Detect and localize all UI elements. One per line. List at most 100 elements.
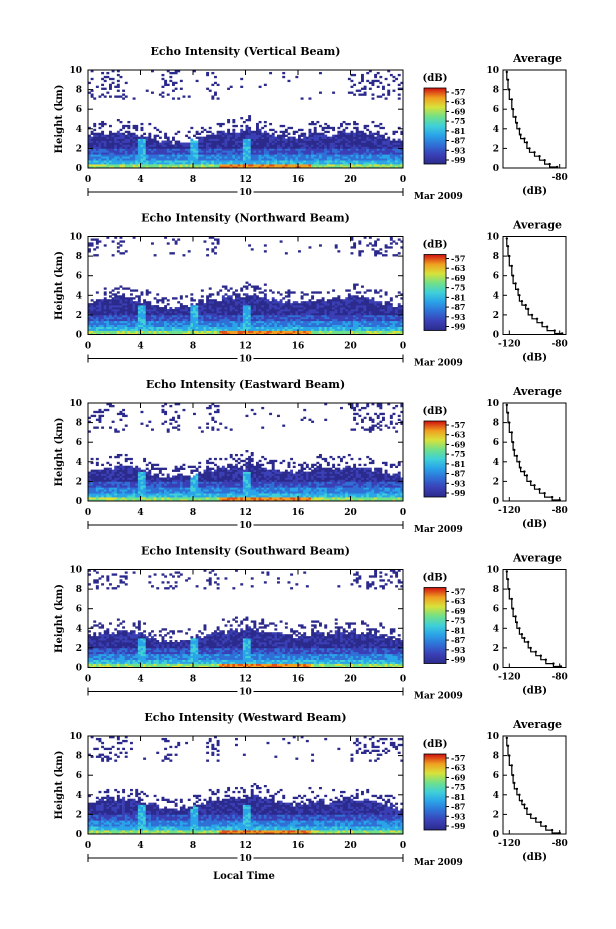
heatmap-cell bbox=[248, 136, 252, 139]
heatmap-cell bbox=[242, 132, 246, 136]
heatmap-cell bbox=[166, 70, 170, 73]
heatmap-cell bbox=[337, 326, 341, 329]
heatmap-cell bbox=[321, 134, 325, 137]
heatmap-cell bbox=[350, 309, 354, 312]
heatmap-cell bbox=[313, 314, 317, 318]
heatmap-cell bbox=[319, 146, 322, 149]
heatmap-cell bbox=[224, 132, 228, 136]
heatmap-cell bbox=[90, 310, 94, 314]
heatmap-cell bbox=[216, 130, 220, 134]
heatmap-cell bbox=[258, 316, 262, 320]
heatmap-cell bbox=[174, 142, 178, 145]
heatmap-cell bbox=[211, 148, 215, 151]
heatmap-cell bbox=[140, 156, 144, 159]
heatmap-cell bbox=[98, 309, 102, 312]
heatmap-cell bbox=[340, 328, 343, 331]
heatmap-cell bbox=[114, 162, 118, 165]
heatmap-cell bbox=[382, 328, 385, 331]
heatmap-cell bbox=[235, 142, 238, 145]
heatmap-cell bbox=[216, 132, 220, 136]
heatmap-cell bbox=[258, 132, 262, 136]
heatmap-cell bbox=[311, 122, 315, 126]
heatmap-cell bbox=[353, 160, 357, 163]
heatmap-cell bbox=[237, 166, 241, 169]
heatmap-cell bbox=[195, 146, 199, 149]
heatmap-cell bbox=[263, 244, 267, 247]
heatmap-cell bbox=[95, 318, 99, 322]
heatmap-cell bbox=[153, 326, 157, 329]
heatmap-cell bbox=[224, 146, 228, 149]
heatmap-cell bbox=[156, 148, 160, 151]
heatmap-cell bbox=[208, 148, 212, 151]
heatmap-cell bbox=[98, 305, 102, 308]
heatmap-cell bbox=[198, 324, 202, 327]
heatmap-cell bbox=[95, 138, 99, 141]
heatmap-cell bbox=[151, 148, 154, 151]
heatmap-cell bbox=[253, 144, 257, 147]
heatmap-cell bbox=[166, 152, 170, 155]
heatmap-cell bbox=[195, 312, 199, 316]
heatmap-cell bbox=[326, 310, 330, 314]
heatmap-cell bbox=[190, 148, 194, 151]
heatmap-cell bbox=[368, 146, 372, 149]
heatmap-cell bbox=[211, 138, 215, 141]
heatmap-cell bbox=[329, 142, 333, 145]
heatmap-cell bbox=[400, 154, 404, 157]
heatmap-cell bbox=[106, 312, 110, 316]
heatmap-cell bbox=[124, 314, 128, 318]
heatmap-cell bbox=[179, 142, 183, 145]
heatmap-cell bbox=[382, 85, 385, 88]
heatmap-cell bbox=[287, 162, 291, 165]
heatmap-cell bbox=[250, 144, 254, 147]
heatmap-cell bbox=[221, 307, 225, 310]
heatmap-cell bbox=[124, 250, 128, 253]
heatmap-cell bbox=[237, 322, 241, 326]
heatmap-cell bbox=[371, 160, 375, 163]
heatmap-cell bbox=[143, 142, 147, 145]
heatmap-cell bbox=[400, 81, 404, 85]
heatmap-cell bbox=[347, 160, 351, 163]
heatmap-cell bbox=[345, 156, 349, 159]
heatmap-cell bbox=[256, 156, 259, 159]
heatmap-cell bbox=[143, 150, 147, 153]
heatmap-cell bbox=[245, 144, 249, 147]
heatmap-cell bbox=[366, 316, 370, 320]
heatmap-cell bbox=[153, 136, 157, 139]
heatmap-cell bbox=[263, 158, 267, 161]
heatmap-cell bbox=[106, 152, 110, 155]
heatmap-cell bbox=[311, 138, 315, 141]
heatmap-cell bbox=[242, 303, 246, 306]
heatmap-cell bbox=[326, 318, 330, 322]
heatmap-cell bbox=[256, 307, 259, 310]
heatmap-cell bbox=[316, 310, 320, 314]
heatmap-cell bbox=[132, 132, 136, 136]
heatmap-cell bbox=[122, 97, 126, 100]
heatmap-cell bbox=[290, 303, 294, 306]
heatmap-cell bbox=[395, 144, 399, 147]
heatmap-cell bbox=[122, 252, 126, 255]
heatmap-cell bbox=[208, 154, 212, 157]
heatmap-cell bbox=[321, 330, 325, 333]
heatmap-cell bbox=[111, 324, 115, 327]
heatmap-cell bbox=[263, 152, 267, 155]
heatmap-cell bbox=[274, 138, 278, 141]
heatmap-cell bbox=[376, 320, 380, 324]
heatmap-cell bbox=[114, 287, 118, 290]
heatmap-cell bbox=[384, 303, 388, 306]
heatmap-cell bbox=[98, 132, 102, 136]
heatmap-cell bbox=[395, 77, 399, 81]
heatmap-cell bbox=[208, 160, 212, 163]
heatmap-cell bbox=[101, 322, 105, 326]
heatmap-cell bbox=[253, 328, 257, 331]
heatmap-cell bbox=[350, 301, 354, 304]
heatmap-cell bbox=[292, 326, 296, 329]
heatmap-cell bbox=[371, 162, 375, 165]
heatmap-cell bbox=[395, 316, 399, 320]
heatmap-cell bbox=[132, 126, 136, 130]
heatmap-cell bbox=[313, 136, 317, 139]
heatmap-cell bbox=[103, 158, 107, 161]
heatmap-cell bbox=[387, 310, 391, 314]
heatmap-cell bbox=[368, 87, 372, 90]
heatmap-cell bbox=[261, 148, 265, 151]
heatmap-cell bbox=[106, 324, 110, 327]
